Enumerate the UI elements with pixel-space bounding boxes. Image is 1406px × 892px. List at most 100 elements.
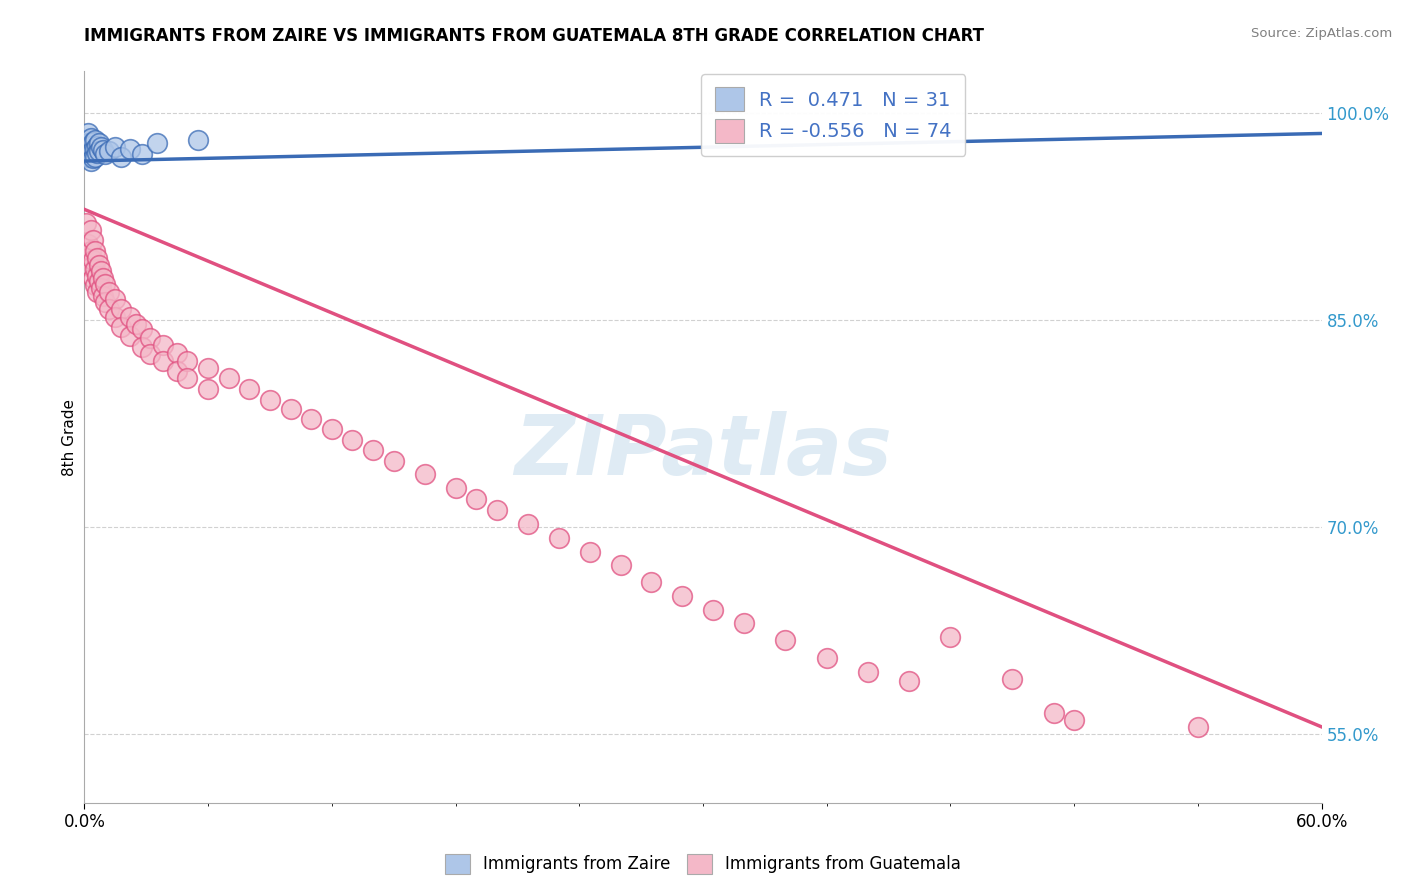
- Point: [79, 223, 101, 237]
- Point: [118, 329, 141, 343]
- Point: [82, 151, 104, 165]
- Point: [79, 130, 101, 145]
- Y-axis label: 8th Grade: 8th Grade: [62, 399, 77, 475]
- Point: [87, 145, 110, 159]
- Point: [197, 361, 219, 376]
- Point: [176, 370, 198, 384]
- Point: [104, 292, 127, 306]
- Point: [238, 382, 260, 396]
- Point: [83, 244, 105, 258]
- Point: [775, 632, 797, 647]
- Point: [152, 337, 174, 351]
- Point: [77, 127, 100, 141]
- Point: [82, 253, 104, 268]
- Point: [110, 150, 132, 164]
- Point: [671, 589, 693, 603]
- Point: [82, 233, 104, 247]
- Point: [82, 143, 104, 157]
- Point: [382, 453, 405, 467]
- Point: [321, 422, 343, 436]
- Point: [87, 274, 110, 288]
- Point: [465, 492, 488, 507]
- Point: [91, 289, 114, 303]
- Point: [86, 145, 108, 160]
- Point: [578, 544, 600, 558]
- Point: [77, 136, 100, 150]
- Point: [187, 133, 209, 147]
- Point: [75, 147, 97, 161]
- Point: [79, 147, 101, 161]
- Point: [77, 145, 100, 159]
- Legend: Immigrants from Zaire, Immigrants from Guatemala: Immigrants from Zaire, Immigrants from G…: [436, 846, 970, 882]
- Point: [82, 271, 104, 285]
- Point: [79, 244, 101, 258]
- Point: [90, 281, 112, 295]
- Point: [98, 301, 121, 316]
- Point: [82, 135, 104, 149]
- Text: Source: ZipAtlas.com: Source: ZipAtlas.com: [1251, 27, 1392, 40]
- Point: [299, 412, 322, 426]
- Point: [342, 433, 364, 447]
- Point: [259, 392, 281, 407]
- Point: [118, 310, 141, 324]
- Point: [152, 354, 174, 368]
- Point: [83, 142, 105, 156]
- Point: [104, 310, 127, 324]
- Point: [79, 154, 101, 169]
- Point: [75, 216, 97, 230]
- Point: [94, 147, 117, 161]
- Point: [444, 481, 467, 495]
- Point: [94, 277, 117, 291]
- Text: ZIPatlas: ZIPatlas: [515, 411, 891, 492]
- Point: [413, 467, 436, 482]
- Point: [139, 347, 162, 361]
- Point: [1001, 672, 1024, 686]
- Point: [166, 346, 188, 360]
- Point: [516, 516, 538, 531]
- Point: [87, 136, 110, 150]
- Point: [1187, 720, 1209, 734]
- Text: IMMIGRANTS FROM ZAIRE VS IMMIGRANTS FROM GUATEMALA 8TH GRADE CORRELATION CHART: IMMIGRANTS FROM ZAIRE VS IMMIGRANTS FROM…: [84, 27, 984, 45]
- Point: [86, 285, 108, 300]
- Point: [176, 354, 198, 368]
- Point: [547, 531, 569, 545]
- Point: [125, 317, 148, 331]
- Point: [75, 133, 97, 147]
- Point: [218, 370, 240, 384]
- Point: [856, 665, 879, 679]
- Point: [702, 602, 724, 616]
- Point: [86, 251, 108, 265]
- Point: [110, 301, 132, 316]
- Point: [815, 651, 838, 665]
- Point: [733, 616, 755, 631]
- Point: [939, 630, 962, 644]
- Point: [118, 142, 141, 156]
- Point: [87, 258, 110, 272]
- Point: [1063, 713, 1085, 727]
- Point: [361, 442, 384, 457]
- Point: [83, 150, 105, 164]
- Point: [1042, 706, 1064, 720]
- Point: [280, 402, 302, 417]
- Point: [485, 503, 508, 517]
- Point: [75, 140, 97, 154]
- Point: [83, 278, 105, 293]
- Point: [609, 558, 631, 573]
- Point: [79, 139, 101, 153]
- Point: [77, 150, 100, 164]
- Point: [86, 139, 108, 153]
- Point: [104, 140, 127, 154]
- Point: [90, 264, 112, 278]
- Point: [131, 322, 153, 336]
- Point: [77, 251, 100, 265]
- Point: [166, 364, 188, 378]
- Point: [98, 145, 121, 159]
- Point: [145, 136, 167, 150]
- Point: [898, 674, 921, 689]
- Point: [94, 294, 117, 309]
- Point: [90, 140, 112, 154]
- Point: [640, 574, 662, 589]
- Point: [91, 143, 114, 157]
- Point: [131, 340, 153, 354]
- Point: [110, 319, 132, 334]
